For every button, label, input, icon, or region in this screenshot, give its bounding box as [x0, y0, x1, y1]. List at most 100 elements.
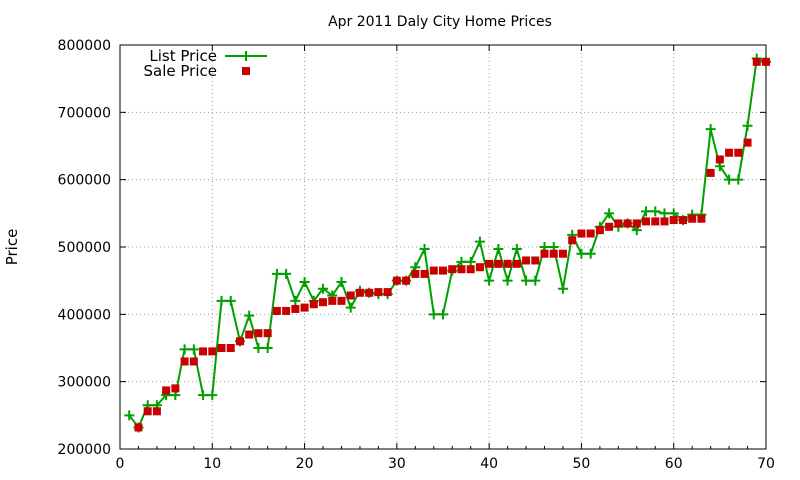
sale-price-point — [245, 330, 254, 339]
sale-price-point — [577, 229, 586, 238]
list-price-point — [124, 410, 135, 421]
list-price-point — [502, 275, 513, 286]
y-tick-label: 800000 — [58, 38, 111, 54]
legend-marker-sale-price — [242, 67, 250, 75]
sale-price-point — [503, 259, 512, 268]
sale-price-point — [217, 344, 226, 352]
y-tick-label: 600000 — [58, 173, 111, 189]
legend: List Price Sale Price — [144, 47, 267, 80]
sale-price-point — [328, 296, 337, 305]
sale-price-point — [337, 296, 346, 305]
sale-price-point — [235, 337, 244, 346]
sale-price-point — [457, 265, 466, 274]
list-price-point — [336, 277, 347, 288]
sale-price-point — [678, 216, 687, 225]
sale-price-point — [623, 219, 632, 228]
sale-price-point — [143, 407, 152, 416]
list-price-point — [465, 256, 476, 267]
list-price-point — [511, 244, 522, 255]
list-price-point — [576, 248, 587, 259]
y-tick-label: 200000 — [58, 442, 111, 458]
sale-price-point — [586, 229, 595, 238]
list-price-point — [474, 236, 485, 247]
list-price-point — [604, 208, 615, 219]
list-price-point — [271, 268, 282, 279]
chart-title: Apr 2011 Daly City Home Prices — [328, 14, 552, 30]
data-series — [124, 53, 771, 433]
sale-price-point — [411, 269, 420, 278]
sale-price-point — [263, 329, 272, 338]
list-price-point — [650, 206, 661, 217]
sale-price-point — [374, 288, 383, 297]
sale-price-point — [632, 219, 641, 228]
list-price-point — [318, 283, 329, 294]
sale-price-point — [226, 344, 235, 352]
sale-price-point — [365, 288, 374, 297]
legend-label-list-price: List Price — [149, 47, 217, 65]
sale-price-point — [660, 217, 669, 226]
list-price-point — [428, 309, 439, 320]
legend-label-sale-price: Sale Price — [144, 62, 217, 80]
sale-price-point — [485, 259, 494, 268]
list-price-point — [244, 310, 255, 321]
sale-price-point — [319, 298, 328, 307]
list-price-point — [225, 295, 236, 306]
sale-price-point — [540, 249, 549, 258]
list-price-point — [484, 275, 495, 286]
x-tick-label: 30 — [388, 456, 406, 472]
sale-price-point — [199, 347, 208, 356]
sale-price-point — [171, 384, 180, 393]
sale-price-point — [402, 276, 411, 285]
sale-price-point — [392, 276, 401, 285]
y-tick-label: 400000 — [58, 307, 111, 323]
sale-price-point — [651, 217, 660, 226]
list-price-point — [253, 343, 264, 353]
list-price-point — [742, 120, 753, 131]
sale-price-point — [715, 155, 724, 164]
list-price-point — [290, 295, 301, 306]
list-price-point — [198, 390, 209, 401]
sale-price-point — [448, 265, 457, 274]
sale-price-point — [152, 407, 161, 416]
sale-price-point — [309, 300, 318, 309]
sale-price-point — [429, 266, 438, 275]
sale-price-point — [254, 329, 263, 338]
list-price-point — [216, 295, 227, 306]
x-tick-label: 60 — [665, 456, 683, 472]
list-price-point — [188, 344, 199, 355]
list-price-point — [557, 283, 568, 294]
list-price-point — [281, 268, 292, 279]
sale-price-point — [549, 249, 558, 258]
sale-price-point — [725, 148, 734, 157]
sale-price-point — [346, 291, 355, 300]
list-price-point — [419, 244, 430, 255]
sale-price-point — [568, 236, 577, 245]
y-tick-label: 700000 — [58, 105, 111, 121]
x-tick-label: 70 — [757, 456, 775, 472]
sale-price-point — [355, 288, 364, 297]
sale-price-point — [595, 226, 604, 235]
y-axis-label: Price — [3, 229, 21, 266]
sale-price-point — [162, 386, 171, 395]
list-price-point — [724, 174, 735, 185]
sale-price-point — [475, 263, 484, 272]
x-tick-label: 20 — [296, 456, 314, 472]
sale-price-point — [189, 357, 198, 366]
y-tick-label: 500000 — [58, 240, 111, 256]
sale-price-point — [208, 347, 217, 356]
sale-price-point — [420, 269, 429, 278]
list-price-point — [179, 344, 190, 355]
plot-frame — [119, 44, 767, 450]
x-tick-label: 0 — [116, 456, 125, 472]
sale-price-point — [605, 222, 614, 231]
sale-price-point — [688, 214, 697, 223]
sale-price-point — [762, 57, 770, 66]
sale-price-point — [494, 259, 503, 268]
list-price-point — [207, 390, 218, 401]
sale-price-point — [697, 214, 706, 223]
list-price-point — [493, 244, 504, 255]
list-price-point — [521, 275, 532, 286]
sale-price-point — [272, 306, 281, 315]
